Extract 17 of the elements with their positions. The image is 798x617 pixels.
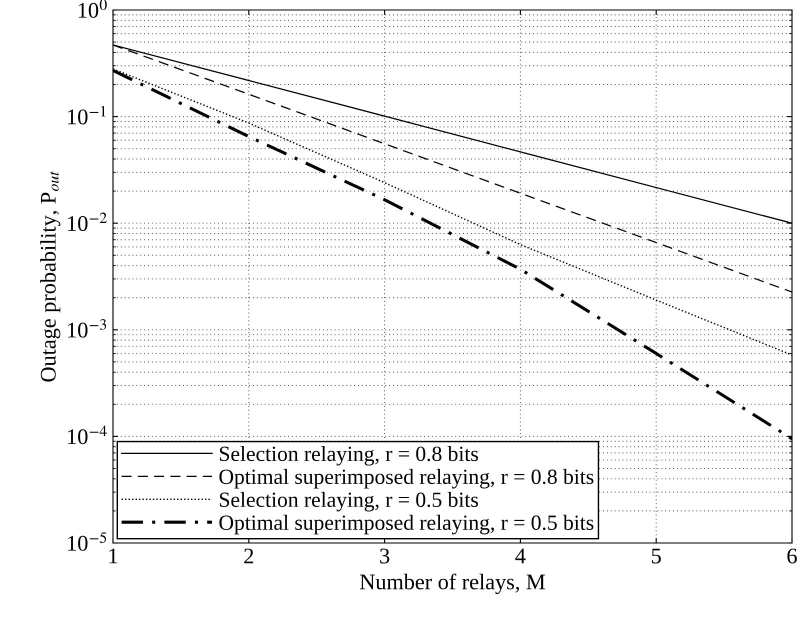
x-tick-label: 2 <box>244 548 254 564</box>
y-tick-label: 10$^{−2}$ <box>68 212 107 232</box>
legend-label: Optimal superimposed relaying, r = 0.8 bits <box>219 468 594 488</box>
y-tick-label: 10$^{−5}$ <box>68 532 106 551</box>
legend-label: Optimal superimposed relaying, r = 0.5 bits <box>219 514 594 534</box>
y-tick-label: 10$^{−3}$ <box>68 319 106 338</box>
y-axis-title: Outage probability, P$_{out}$ <box>40 171 60 382</box>
y-tick-label: 10$^{−4}$ <box>68 426 107 444</box>
y-tick-label: 10$^{−1}$ <box>68 106 106 124</box>
legend-label: Selection relaying, r = 0.8 bits <box>220 446 478 466</box>
x-tick-label: 6 <box>787 548 797 564</box>
x-tick-label: 5 <box>652 548 661 564</box>
x-tick-label: 3 <box>380 548 390 564</box>
x-tick-label: 1 <box>109 548 118 564</box>
legend-label: Selection relaying, r = 0.5 bits <box>220 492 478 512</box>
x-tick-label: 4 <box>515 548 526 564</box>
x-axis-title: Number of relays, M <box>360 574 546 594</box>
